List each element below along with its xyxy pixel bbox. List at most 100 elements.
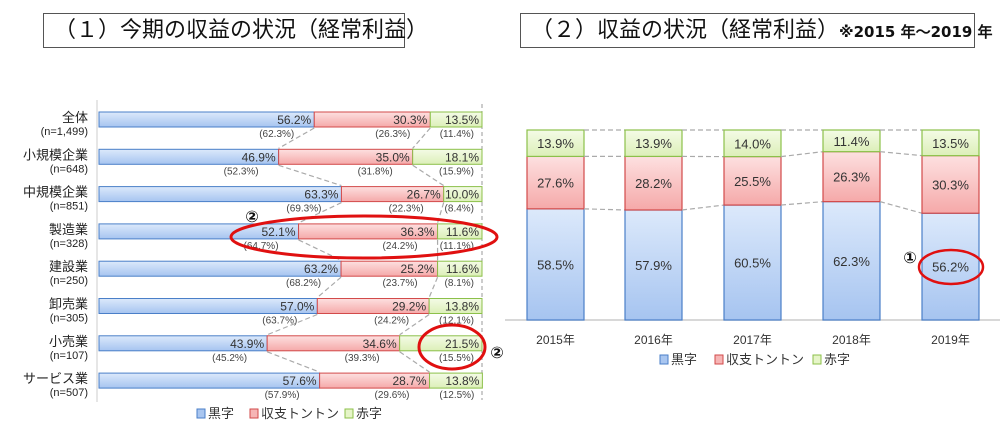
value-label: 11.6%	[446, 262, 479, 276]
year-label: 2015年	[536, 333, 575, 347]
value-label: 57.9%	[635, 258, 672, 273]
previous-value-label: (45.2%)	[212, 353, 247, 364]
category-label: 中規模企業	[23, 185, 88, 200]
previous-value-label: (62.3%)	[259, 129, 294, 140]
connector-line	[266, 351, 320, 373]
previous-value-label: (24.2%)	[374, 316, 409, 327]
value-label: 58.5%	[537, 257, 574, 272]
previous-value-label: (63.7%)	[262, 316, 297, 327]
value-label: 26.3%	[833, 170, 870, 185]
bar-segment-loss	[412, 148, 483, 165]
value-label: 34.6%	[363, 337, 397, 351]
annotation-mark: ②	[490, 345, 504, 362]
previous-value-label: (12.1%)	[439, 316, 474, 327]
bar-segment-profit	[526, 208, 585, 321]
category-label: 製造業	[49, 222, 88, 237]
previous-value-label: (11.1%)	[440, 241, 474, 252]
bar-segment-even	[723, 156, 782, 206]
year-label: 2018年	[832, 333, 871, 347]
category-label: 建設業	[49, 259, 88, 274]
bar-segment-loss	[526, 129, 585, 158]
legend-label: 収支トントン	[261, 406, 339, 421]
sample-size-label: (n=250)	[50, 275, 88, 287]
sample-size-label: (n=1,499)	[41, 126, 88, 138]
year-label: 2017年	[733, 333, 772, 347]
value-label: 28.7%	[392, 374, 426, 388]
previous-value-label: (29.6%)	[375, 390, 410, 401]
previous-value-label: (68.2%)	[286, 278, 321, 289]
bar-segment-loss	[443, 186, 483, 203]
category-label: サービス業	[23, 371, 88, 386]
bar-segment-loss	[429, 372, 483, 389]
value-label: 63.2%	[304, 262, 338, 276]
category-label: 小規模企業	[23, 147, 88, 162]
bar-segment-profit	[624, 209, 683, 321]
connector-line	[399, 314, 430, 336]
bar-segment-loss	[428, 298, 483, 314]
connector-line	[780, 151, 824, 158]
value-label: 56.2%	[277, 113, 311, 127]
legend-label: 収支トントン	[726, 352, 804, 367]
value-label: 14.0%	[734, 136, 771, 151]
legend-label: 黒字	[671, 352, 697, 367]
value-label: 57.0%	[280, 300, 314, 314]
connector-line	[780, 201, 824, 206]
previous-value-label: (11.4%)	[440, 129, 474, 140]
left-chart-title: （１）今期の収益の状況（経常利益）	[43, 13, 428, 48]
bar-segment-loss	[624, 129, 683, 158]
value-label: 13.9%	[635, 136, 672, 151]
legend-swatch-even	[714, 354, 724, 365]
legend-swatch-loss	[812, 354, 822, 365]
value-label: 11.6%	[446, 225, 479, 239]
connector-line	[278, 127, 315, 149]
previous-value-label: (69.3%)	[286, 204, 321, 215]
right-title-note: ※2015 年～2019 年	[839, 23, 993, 41]
annotation-mark: ②	[245, 209, 259, 226]
value-label: 60.5%	[734, 256, 771, 271]
value-label: 13.8%	[445, 374, 479, 388]
previous-value-label: (24.2%)	[383, 241, 418, 252]
value-label: 56.2%	[932, 260, 969, 275]
connector-line	[583, 208, 626, 211]
sample-size-label: (n=507)	[50, 387, 88, 399]
value-label: 10.0%	[445, 188, 479, 202]
value-label: 13.9%	[537, 136, 574, 151]
category-label: 全体	[62, 110, 88, 125]
highlight-ellipse	[917, 248, 985, 286]
legend-swatch-even	[249, 408, 259, 419]
connector-line	[681, 204, 725, 211]
previous-value-label: (64.7%)	[244, 241, 279, 252]
previous-value-label: (8.1%)	[445, 278, 474, 289]
value-label: 52.1%	[262, 225, 296, 239]
sample-size-label: (n=851)	[50, 201, 88, 213]
connector-line	[316, 276, 342, 298]
sample-size-label: (n=328)	[50, 238, 88, 250]
annotation-mark: ①	[903, 250, 917, 267]
year-label: 2016年	[634, 333, 673, 347]
value-label: 27.6%	[537, 176, 574, 191]
sample-size-label: (n=107)	[50, 350, 88, 362]
value-label: 46.9%	[242, 150, 276, 164]
connector-line	[399, 351, 430, 373]
value-label: 35.0%	[376, 150, 410, 164]
bar-segment-loss	[921, 129, 980, 157]
connector-line	[412, 164, 445, 187]
previous-value-label: (39.3%)	[345, 353, 380, 364]
bar-segment-even	[624, 155, 683, 211]
legend-swatch-loss	[344, 408, 354, 419]
value-label: 25.5%	[734, 174, 771, 189]
value-label: 25.2%	[401, 262, 435, 276]
value-label: 63.3%	[304, 188, 338, 202]
previous-value-label: (15.9%)	[439, 166, 474, 177]
value-label: 30.3%	[393, 113, 427, 127]
legend-label: 黒字	[208, 406, 234, 421]
legend-label: 赤字	[356, 406, 382, 421]
bar-segment-loss	[723, 129, 782, 158]
value-label: 28.2%	[635, 176, 672, 191]
legend-swatch-profit	[659, 354, 669, 365]
category-label: 小売業	[49, 334, 88, 349]
connector-line	[879, 151, 923, 157]
previous-value-label: (8.4%)	[445, 204, 474, 215]
legend-label: 赤字	[824, 352, 850, 367]
